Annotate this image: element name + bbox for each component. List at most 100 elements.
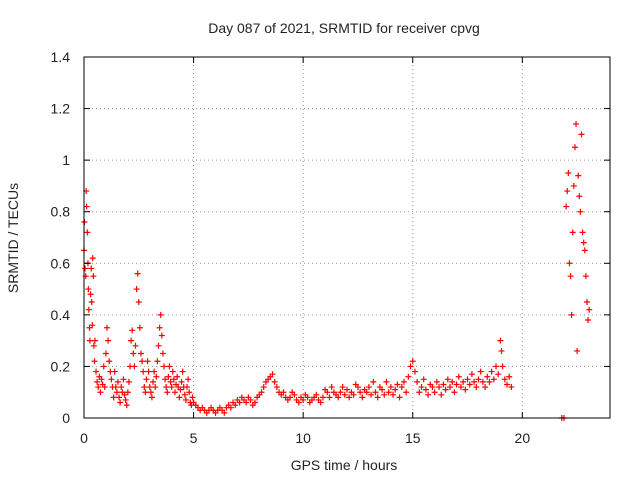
data-point <box>94 378 101 385</box>
x-tick-label: 0 <box>80 430 88 446</box>
data-point <box>506 373 513 380</box>
data-point <box>422 386 429 393</box>
data-point <box>477 368 484 375</box>
data-point <box>106 358 113 365</box>
data-point <box>182 396 189 403</box>
data-point <box>148 394 155 401</box>
data-point <box>110 394 117 401</box>
data-point <box>154 358 161 365</box>
data-point <box>181 391 188 398</box>
y-tick-label: 1.2 <box>51 101 71 117</box>
data-point <box>462 386 469 393</box>
data-point <box>295 399 302 406</box>
data-point <box>383 378 390 385</box>
data-point <box>411 368 418 375</box>
data-point <box>479 378 486 385</box>
data-point <box>317 399 324 406</box>
x-tick-label: 5 <box>190 430 198 446</box>
data-point <box>455 373 462 380</box>
data-point <box>350 391 357 398</box>
x-tick-label: 20 <box>515 430 531 446</box>
data-point <box>379 386 386 393</box>
data-point <box>447 384 454 391</box>
y-tick-label: 0.8 <box>51 204 71 220</box>
data-point <box>440 381 447 388</box>
data-point <box>186 389 193 396</box>
data-point <box>185 376 192 383</box>
data-point <box>304 394 311 401</box>
data-point <box>390 391 397 398</box>
data-point <box>83 203 90 210</box>
data-point <box>460 378 467 385</box>
data-point <box>570 182 577 189</box>
data-point <box>121 391 128 398</box>
y-tick-label: 0.2 <box>51 358 71 374</box>
data-point <box>247 396 254 403</box>
data-point <box>567 273 574 280</box>
data-point <box>260 384 267 391</box>
data-point <box>90 273 97 280</box>
data-point <box>444 376 451 383</box>
data-point <box>563 203 570 210</box>
data-point <box>142 389 149 396</box>
data-point <box>134 270 141 277</box>
data-point <box>372 389 379 396</box>
data-point <box>152 384 159 391</box>
data-point <box>573 121 580 128</box>
data-point <box>564 188 571 195</box>
data-point <box>153 373 160 380</box>
data-point <box>158 332 165 339</box>
y-tick-label: 0 <box>62 410 70 426</box>
data-point <box>471 378 478 385</box>
data-point <box>105 337 112 344</box>
data-point <box>162 376 169 383</box>
data-point <box>579 229 586 236</box>
data-point <box>398 384 405 391</box>
data-point <box>416 389 423 396</box>
data-point <box>495 371 502 378</box>
data-point <box>82 265 89 272</box>
data-point <box>499 363 506 370</box>
data-point <box>93 368 100 375</box>
data-point <box>120 376 127 383</box>
y-axis-label: SRMTID / TECUs <box>5 183 21 293</box>
data-point <box>287 394 294 401</box>
data-point <box>141 384 148 391</box>
data-point <box>122 396 129 403</box>
data-point <box>418 384 425 391</box>
data-point <box>145 368 152 375</box>
data-point <box>150 378 157 385</box>
data-point <box>280 389 287 396</box>
chart-title: Day 087 of 2021, SRMTID for receiver cpv… <box>208 20 480 36</box>
data-point <box>140 368 147 375</box>
data-point <box>243 399 250 406</box>
data-point <box>578 131 585 138</box>
data-point <box>271 378 278 385</box>
data-point <box>251 399 258 406</box>
data-point <box>89 255 96 262</box>
data-point <box>344 386 350 393</box>
data-point <box>167 378 174 385</box>
data-point <box>346 394 353 401</box>
data-point <box>88 298 95 305</box>
data-point <box>335 394 342 401</box>
data-point <box>166 363 173 370</box>
data-point <box>457 384 464 391</box>
data-point <box>451 389 458 396</box>
data-point <box>442 386 449 393</box>
data-point <box>565 170 572 177</box>
axis-ticks: 0 5 10 15 20 0 0.2 0.4 0.6 0.8 1 1.2 1.4 <box>51 49 610 446</box>
data-point <box>486 378 493 385</box>
data-point <box>337 389 344 396</box>
data-point <box>131 363 138 370</box>
data-point <box>354 384 361 391</box>
data-point <box>585 317 592 324</box>
data-point <box>414 378 421 385</box>
data-point <box>466 381 473 388</box>
data-point <box>374 394 381 401</box>
data-point <box>97 389 104 396</box>
data-point <box>100 363 107 370</box>
data-point <box>86 337 93 344</box>
data-point <box>431 389 438 396</box>
